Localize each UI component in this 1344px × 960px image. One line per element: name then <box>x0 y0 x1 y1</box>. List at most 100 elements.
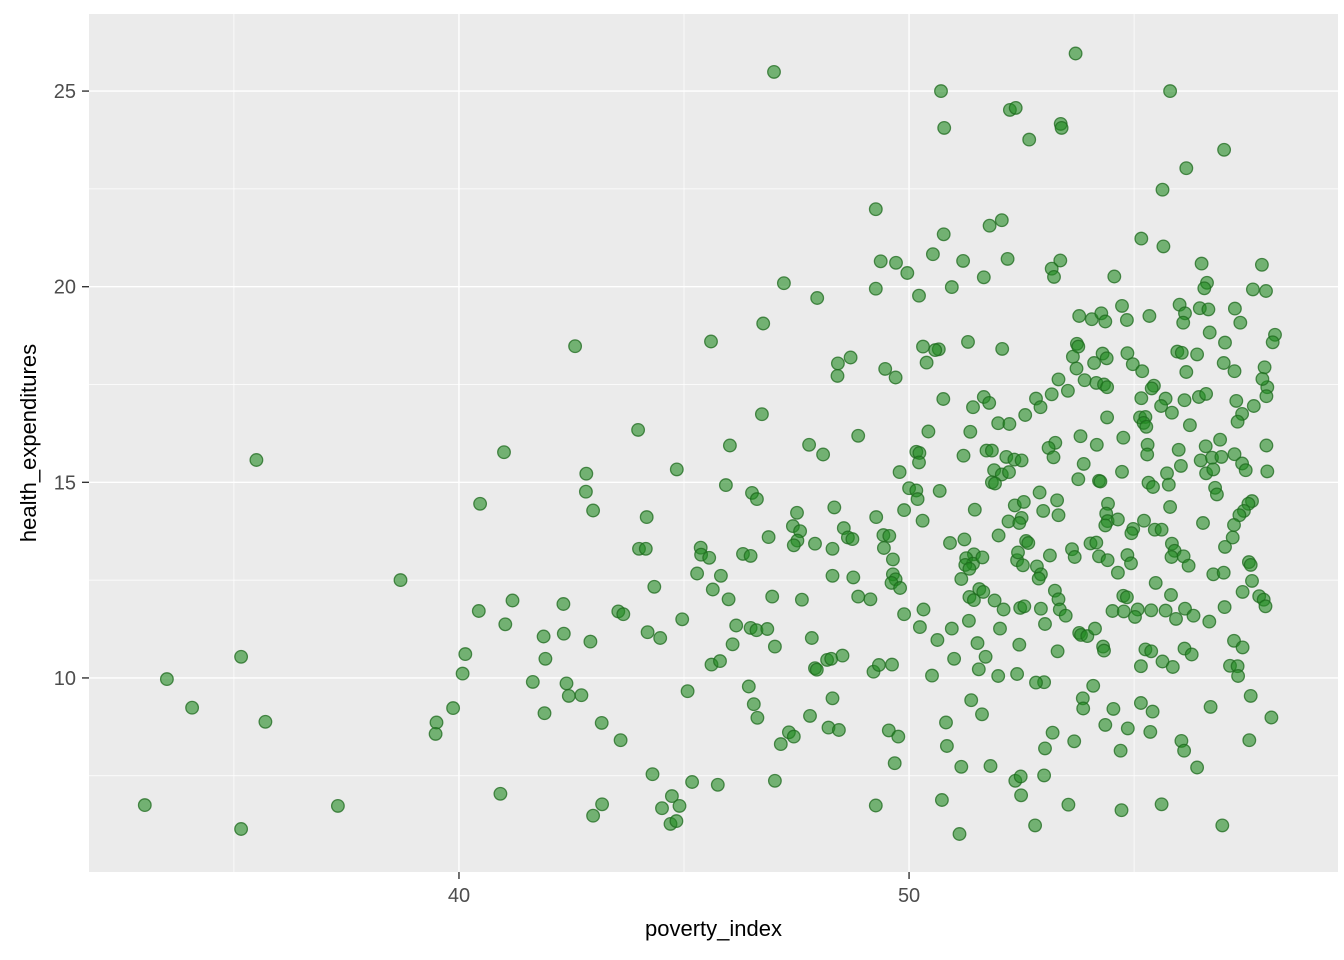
data-point <box>1002 465 1016 480</box>
data-point <box>1046 450 1061 465</box>
data-point <box>1186 608 1201 623</box>
data-point <box>1197 281 1212 296</box>
data-point <box>525 674 540 689</box>
data-point <box>1154 522 1169 537</box>
data-point <box>991 669 1006 683</box>
data-point <box>954 759 969 774</box>
data-point <box>725 637 740 652</box>
data-point <box>964 693 979 708</box>
data-point <box>1054 120 1069 135</box>
data-point <box>446 701 461 716</box>
data-point <box>921 424 936 439</box>
data-point <box>505 593 520 608</box>
data-point <box>928 343 943 358</box>
data-point <box>1002 417 1017 431</box>
x-axis-title: poverty_index <box>645 916 782 941</box>
data-point <box>471 604 486 618</box>
data-point <box>664 789 679 804</box>
data-point <box>1010 667 1025 681</box>
y-tick-label: 15 <box>54 472 76 494</box>
data-point <box>1120 721 1135 736</box>
data-point <box>994 213 1009 228</box>
data-point <box>1169 611 1183 626</box>
data-point <box>1097 643 1111 658</box>
data-point <box>1242 733 1257 748</box>
data-point <box>1073 429 1088 444</box>
data-point <box>1255 372 1270 386</box>
data-point <box>574 688 589 703</box>
data-point <box>1254 257 1269 272</box>
data-point <box>786 538 801 553</box>
data-point <box>1076 701 1091 716</box>
data-point <box>1179 161 1194 176</box>
data-point <box>1013 769 1028 784</box>
data-point <box>915 513 930 528</box>
data-point <box>1028 818 1043 833</box>
data-point <box>1134 391 1149 406</box>
data-point <box>966 400 980 415</box>
data-point <box>1067 734 1082 749</box>
data-point <box>1198 439 1213 454</box>
data-point <box>1016 494 1031 509</box>
data-point <box>1124 556 1138 571</box>
data-point <box>1194 256 1209 271</box>
data-point <box>1206 462 1221 477</box>
data-point <box>1146 480 1160 494</box>
data-point <box>971 662 986 677</box>
data-point <box>991 528 1006 543</box>
data-point <box>934 84 948 99</box>
data-point <box>1190 760 1205 775</box>
data-point <box>1201 302 1216 317</box>
data-point <box>1229 393 1244 408</box>
data-point <box>1259 389 1274 404</box>
data-point <box>493 786 508 801</box>
data-point <box>1143 724 1158 739</box>
data-point <box>978 649 993 664</box>
data-point <box>892 465 907 480</box>
data-point <box>639 510 654 525</box>
data-point <box>1179 365 1194 379</box>
data-point <box>982 395 997 410</box>
data-point <box>638 541 653 556</box>
data-point <box>1088 621 1102 636</box>
data-point <box>954 572 969 586</box>
data-point <box>1196 516 1210 530</box>
data-point <box>750 710 765 725</box>
data-point <box>1243 688 1258 703</box>
data-point <box>824 651 839 666</box>
data-point <box>586 503 601 518</box>
data-point <box>1012 637 1027 652</box>
data-point <box>767 773 782 788</box>
data-point <box>497 445 511 460</box>
data-point <box>498 617 513 632</box>
data-point <box>595 797 610 812</box>
data-point <box>1011 545 1025 560</box>
data-point <box>1114 803 1129 818</box>
data-point <box>1225 530 1240 545</box>
data-point <box>934 793 949 807</box>
data-point <box>1209 487 1224 502</box>
data-point <box>1032 485 1047 500</box>
data-point <box>1142 309 1157 323</box>
data-point <box>1061 797 1076 812</box>
data-point <box>809 662 824 677</box>
data-point <box>888 370 903 385</box>
data-point <box>1156 239 1171 254</box>
data-point <box>680 684 695 699</box>
data-point <box>1213 432 1228 447</box>
data-point <box>1259 438 1274 453</box>
data-point <box>647 579 662 594</box>
data-point <box>825 568 840 583</box>
data-point <box>568 339 583 354</box>
data-point <box>863 592 878 607</box>
data-point <box>1038 617 1052 631</box>
data-point <box>808 536 822 551</box>
data-point <box>943 536 957 550</box>
data-point <box>889 255 903 270</box>
data-point <box>1053 253 1068 268</box>
data-point <box>846 570 861 585</box>
data-point <box>1227 301 1242 316</box>
data-point <box>1243 557 1258 572</box>
